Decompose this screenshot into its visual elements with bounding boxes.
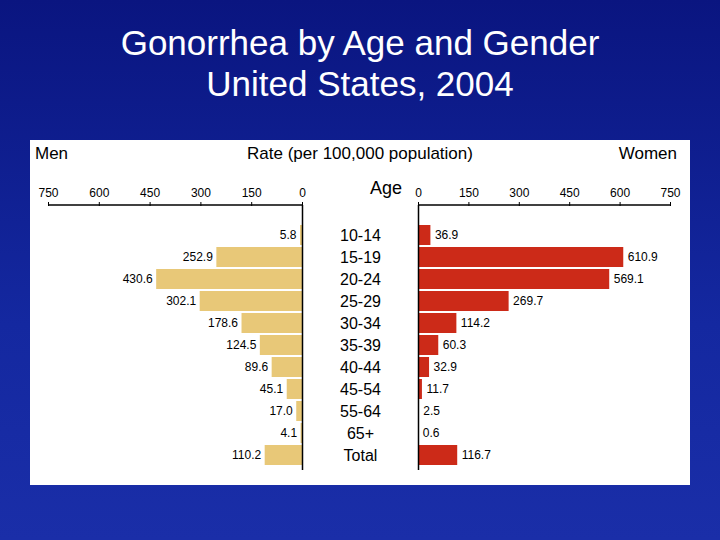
html-text:United States, 2004: United States, 2004 [206, 64, 514, 103]
svg-text:11.7: 11.7 [426, 382, 449, 396]
svg-text:4.1: 4.1 [280, 426, 297, 440]
svg-text:300: 300 [191, 186, 211, 200]
svg-text:25-29: 25-29 [340, 293, 381, 310]
svg-text:55-64: 55-64 [340, 403, 381, 420]
svg-text:150: 150 [242, 186, 262, 200]
svg-text:0: 0 [299, 186, 306, 200]
svg-text:0: 0 [415, 186, 422, 200]
html-text:Women: Women [618, 144, 677, 163]
svg-text:569.1: 569.1 [614, 272, 644, 286]
svg-text:178.6: 178.6 [208, 316, 238, 330]
html-text:Gonorrhea by Age and Gender: Gonorrhea by Age and Gender [120, 23, 600, 62]
svg-text:124.5: 124.5 [226, 338, 256, 352]
svg-text:15-19: 15-19 [340, 249, 381, 266]
svg-text:35-39: 35-39 [340, 337, 381, 354]
svg-text:600: 600 [610, 186, 630, 200]
svg-text:110.2: 110.2 [232, 448, 261, 462]
svg-text:300: 300 [509, 186, 529, 200]
svg-text:5.8: 5.8 [280, 228, 297, 242]
svg-text:0.6: 0.6 [423, 426, 440, 440]
svg-text:45.1: 45.1 [260, 382, 284, 396]
svg-text:32.9: 32.9 [434, 360, 458, 374]
svg-text:20-24: 20-24 [340, 271, 381, 288]
svg-text:36.9: 36.9 [435, 228, 459, 242]
svg-text:65+: 65+ [347, 425, 374, 442]
svg-text:600: 600 [89, 186, 109, 200]
svg-text:750: 750 [660, 186, 680, 200]
svg-text:450: 450 [140, 186, 160, 200]
svg-text:89.6: 89.6 [245, 360, 269, 374]
html-text:Age: Age [370, 178, 402, 198]
html-text:Rate (per 100,000 population): Rate (per 100,000 population) [247, 144, 473, 163]
svg-text:302.1: 302.1 [166, 294, 196, 308]
svg-text:116.7: 116.7 [462, 448, 491, 462]
html-text:Men: Men [35, 144, 69, 163]
svg-text:150: 150 [459, 186, 479, 200]
svg-text:Total: Total [344, 447, 378, 464]
svg-text:17.0: 17.0 [269, 404, 293, 418]
svg-text:2.5: 2.5 [423, 404, 440, 418]
svg-text:610.9: 610.9 [628, 250, 658, 264]
svg-text:450: 450 [560, 186, 580, 200]
svg-text:750: 750 [38, 186, 58, 200]
svg-text:60.3: 60.3 [443, 338, 467, 352]
svg-text:10-14: 10-14 [340, 227, 381, 244]
svg-text:430.6: 430.6 [123, 272, 153, 286]
svg-text:45-54: 45-54 [340, 381, 381, 398]
svg-text:114.2: 114.2 [461, 316, 490, 330]
svg-text:269.7: 269.7 [513, 294, 543, 308]
svg-text:252.9: 252.9 [183, 250, 213, 264]
svg-text:40-44: 40-44 [340, 359, 381, 376]
svg-text:30-34: 30-34 [340, 315, 381, 332]
